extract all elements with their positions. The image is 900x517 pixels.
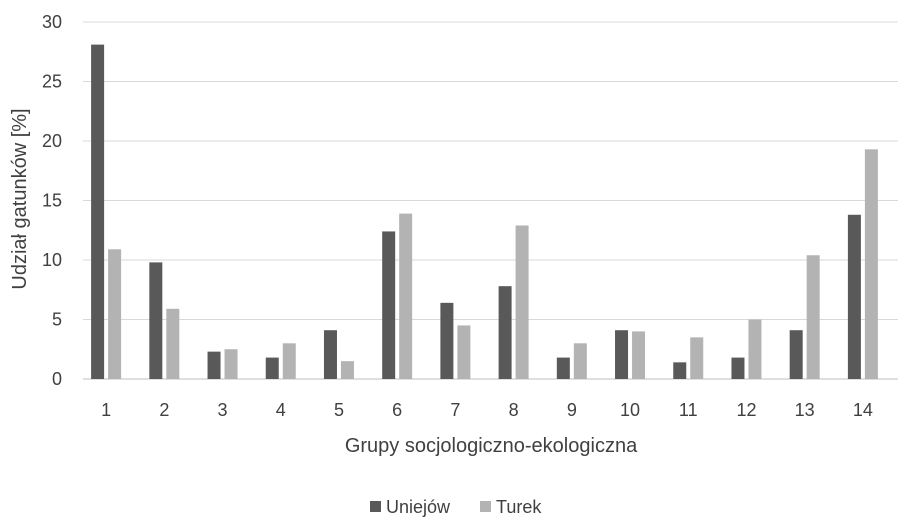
x-tick-label: 8 <box>509 400 519 420</box>
x-tick-label: 1 <box>101 400 111 420</box>
y-tick-label: 10 <box>42 250 62 270</box>
y-tick-label: 0 <box>52 369 62 389</box>
bar-uniej-w-13 <box>789 330 803 379</box>
x-tick-label: 5 <box>334 400 344 420</box>
bar-uniej-w-4 <box>265 357 279 379</box>
bar-uniej-w-5 <box>323 330 337 379</box>
legend-label: Uniejów <box>386 497 451 517</box>
bar-turek-2 <box>166 308 180 379</box>
bar-uniej-w-1 <box>91 44 105 380</box>
bar-uniej-w-11 <box>673 362 687 379</box>
y-tick-label: 30 <box>42 12 62 32</box>
bar-uniej-w-14 <box>847 214 861 379</box>
bar-turek-13 <box>806 255 820 379</box>
bar-uniej-w-12 <box>731 357 745 379</box>
x-axis-ticks: 1 2 3 4 5 6 7 8 9 10 11 12 13 14 <box>101 400 873 420</box>
bars <box>91 44 878 380</box>
x-tick-label: 3 <box>218 400 228 420</box>
gridlines <box>83 21 898 320</box>
x-tick-label: 11 <box>679 400 698 420</box>
y-tick-label: 25 <box>42 72 62 92</box>
bar-uniej-w-7 <box>440 302 454 379</box>
x-tick-label: 2 <box>159 400 169 420</box>
x-tick-label: 9 <box>567 400 577 420</box>
bar-turek-10 <box>632 331 646 379</box>
bar-turek-14 <box>864 149 878 379</box>
bar-turek-3 <box>224 349 238 379</box>
y-tick-label: 15 <box>42 191 62 211</box>
bar-uniej-w-10 <box>615 330 629 379</box>
x-tick-label: 13 <box>795 400 815 420</box>
bar-turek-7 <box>457 325 471 379</box>
bar-turek-11 <box>690 337 704 379</box>
legend: Uniejów Turek <box>370 497 542 517</box>
bar-turek-1 <box>108 249 122 379</box>
legend-label: Turek <box>496 497 542 517</box>
y-tick-label: 20 <box>42 131 62 151</box>
x-tick-label: 6 <box>392 400 402 420</box>
bar-turek-5 <box>340 361 354 379</box>
y-axis-ticks: 0 5 10 15 20 25 30 <box>42 12 62 389</box>
y-axis-label: Udział gatunków [%] <box>9 108 31 289</box>
bar-turek-4 <box>282 343 296 379</box>
x-tick-label: 10 <box>620 400 640 420</box>
bar-turek-9 <box>573 343 587 379</box>
x-tick-label: 12 <box>736 400 756 420</box>
x-tick-label: 4 <box>276 400 286 420</box>
x-axis-label: Grupy socjologiczno-ekologiczna <box>345 435 638 457</box>
legend-swatch <box>370 501 381 512</box>
bar-uniej-w-2 <box>149 262 163 379</box>
legend-swatch <box>480 501 491 512</box>
y-tick-label: 5 <box>52 310 62 330</box>
x-tick-label: 14 <box>853 400 873 420</box>
bar-uniej-w-3 <box>207 351 221 379</box>
bar-uniej-w-8 <box>498 286 512 379</box>
bar-uniej-w-9 <box>556 357 570 379</box>
bar-uniej-w-6 <box>382 231 396 379</box>
bar-turek-12 <box>748 319 762 379</box>
bar-turek-8 <box>515 225 529 379</box>
bar-turek-6 <box>399 213 413 379</box>
x-tick-label: 7 <box>450 400 460 420</box>
